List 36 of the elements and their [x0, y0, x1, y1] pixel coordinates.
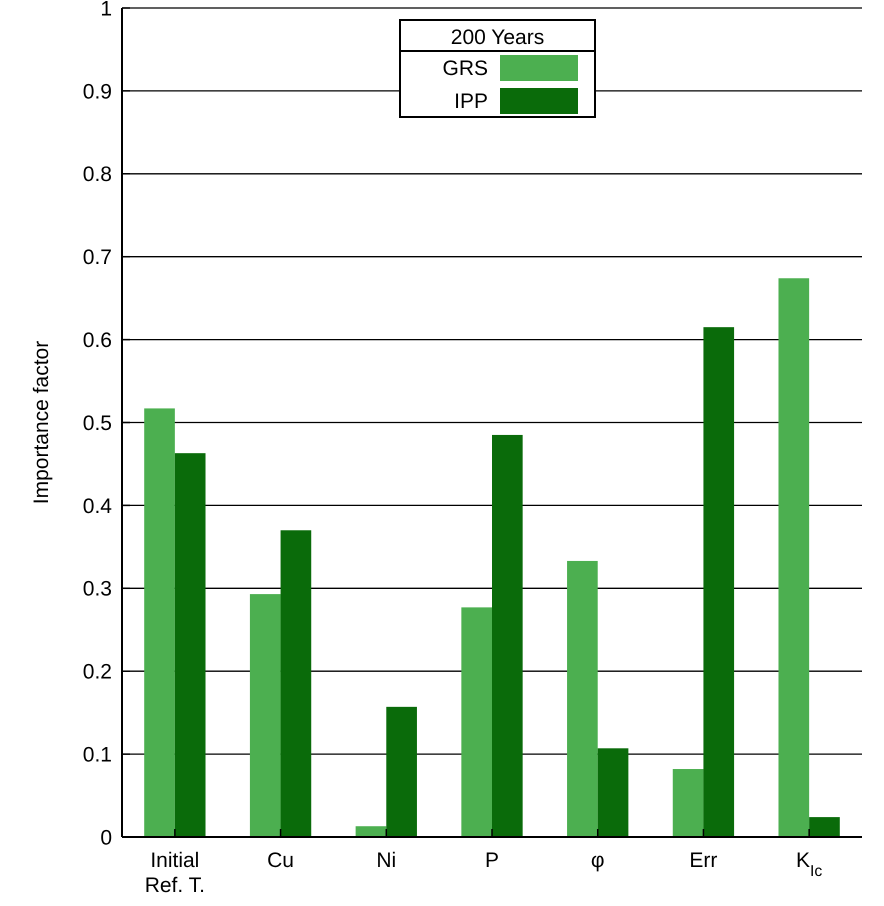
y-tick-label: 0.1 — [82, 743, 112, 766]
bar — [144, 408, 175, 837]
bar — [356, 826, 386, 837]
legend-label: GRS — [442, 57, 488, 80]
y-tick-label: 0.9 — [82, 80, 112, 104]
y-tick-label: 0.7 — [82, 246, 112, 270]
x-tick-label: K$_{Ic}$ — [796, 849, 822, 880]
y-tick-label: 0.4 — [82, 494, 112, 518]
x-tick-label: φ — [590, 849, 605, 872]
y-tick-label: 0.8 — [82, 163, 112, 186]
bar — [174, 453, 206, 837]
legend-title: 200 Years — [450, 26, 544, 49]
bar — [386, 706, 417, 837]
x-tick-label: P — [484, 849, 500, 872]
bar — [461, 607, 492, 837]
y-tick-label: 0.3 — [82, 578, 112, 601]
x-tick-label: Ni — [376, 849, 396, 872]
bar — [672, 769, 704, 837]
bar — [492, 434, 523, 837]
legend-label: IPP — [454, 90, 488, 113]
y-tick-label: 1 — [100, 0, 112, 20]
bar — [598, 748, 628, 837]
y-tick-label: 0.2 — [82, 660, 112, 684]
bar — [703, 327, 734, 837]
bar — [567, 560, 598, 837]
y-tick-label: 0 — [100, 826, 112, 850]
y-tick-label: 0.6 — [82, 328, 112, 352]
x-tick-label: Err — [689, 849, 718, 872]
x-tick-label: Initial Ref. T. — [144, 849, 206, 897]
y-axis-title: Importance factor — [30, 340, 53, 504]
bar — [250, 594, 281, 837]
y-tick-label: 0.5 — [82, 412, 112, 435]
bar — [280, 530, 312, 837]
bar — [778, 278, 810, 837]
bar — [809, 817, 840, 837]
x-tick-label: Cu — [267, 849, 294, 872]
